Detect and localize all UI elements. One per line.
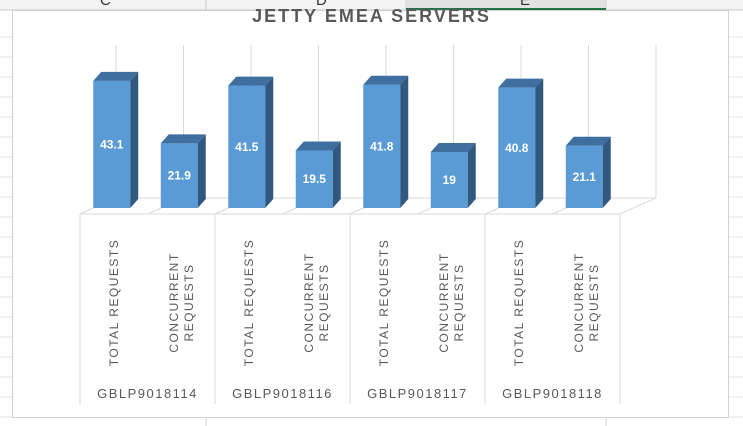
column-header-c[interactable]: C: [100, 0, 111, 9]
bar-side: [602, 136, 611, 208]
data-label: 21.9: [168, 169, 192, 183]
bar-top: [430, 142, 476, 152]
category-label: TOTAL REQUESTS: [377, 239, 391, 366]
column-header-strip: [0, 0, 743, 10]
bar: [430, 142, 476, 208]
data-label: 43.1: [100, 137, 124, 151]
column-header-e[interactable]: E: [520, 0, 531, 9]
bar-front: [363, 84, 401, 208]
category-label: REQUESTS: [452, 263, 466, 341]
bar-top: [160, 134, 206, 144]
data-label: 21.1: [573, 170, 597, 184]
bar-top: [565, 136, 611, 146]
data-label: 19: [443, 173, 457, 187]
group-label: GBLP9018114: [97, 386, 198, 401]
bar-side: [265, 76, 274, 208]
bar-front: [160, 143, 198, 208]
data-label: 40.8: [505, 141, 529, 155]
bar-top: [363, 75, 409, 85]
category-label: REQUESTS: [182, 263, 196, 341]
bar: [228, 76, 274, 208]
bar-front: [295, 150, 333, 208]
category-label: CONCURRENT: [437, 252, 451, 352]
bar: [295, 141, 341, 208]
bar: [160, 134, 206, 208]
data-label: 19.5: [303, 172, 327, 186]
category-label: REQUESTS: [587, 263, 601, 341]
bar-side: [197, 134, 206, 208]
bar-front: [228, 85, 266, 208]
bar: [93, 71, 139, 208]
bar-front: [93, 80, 131, 208]
category-label: CONCURRENT: [167, 252, 181, 352]
bar-side: [130, 71, 139, 208]
chart-title: JETTY EMEA SERVERS: [252, 6, 491, 26]
bar: [498, 78, 544, 208]
bar-side: [467, 142, 476, 208]
category-label: TOTAL REQUESTS: [107, 239, 121, 366]
group-label: GBLP9018118: [502, 386, 603, 401]
data-label: 41.8: [370, 139, 394, 153]
column-header-d[interactable]: D: [316, 0, 327, 9]
category-label: TOTAL REQUESTS: [242, 239, 256, 366]
data-label: 41.5: [235, 140, 259, 154]
category-label: REQUESTS: [317, 263, 331, 341]
category-label: CONCURRENT: [572, 252, 586, 352]
bar-side: [400, 75, 409, 208]
category-label: TOTAL REQUESTS: [512, 239, 526, 366]
bar-side: [332, 141, 341, 208]
group-label: GBLP9018117: [367, 386, 468, 401]
bar-top: [228, 76, 274, 86]
bar-top: [498, 78, 544, 88]
bar-top: [295, 141, 341, 151]
bar: [363, 75, 409, 208]
bar-top: [93, 71, 139, 81]
column-header-selected: [406, 0, 606, 10]
bar-front: [430, 151, 468, 208]
bar-side: [535, 78, 544, 208]
category-label: CONCURRENT: [302, 252, 316, 352]
bar-front: [565, 145, 603, 208]
bar-front: [498, 87, 536, 208]
bar: [565, 136, 611, 208]
group-label: GBLP9018116: [232, 386, 333, 401]
